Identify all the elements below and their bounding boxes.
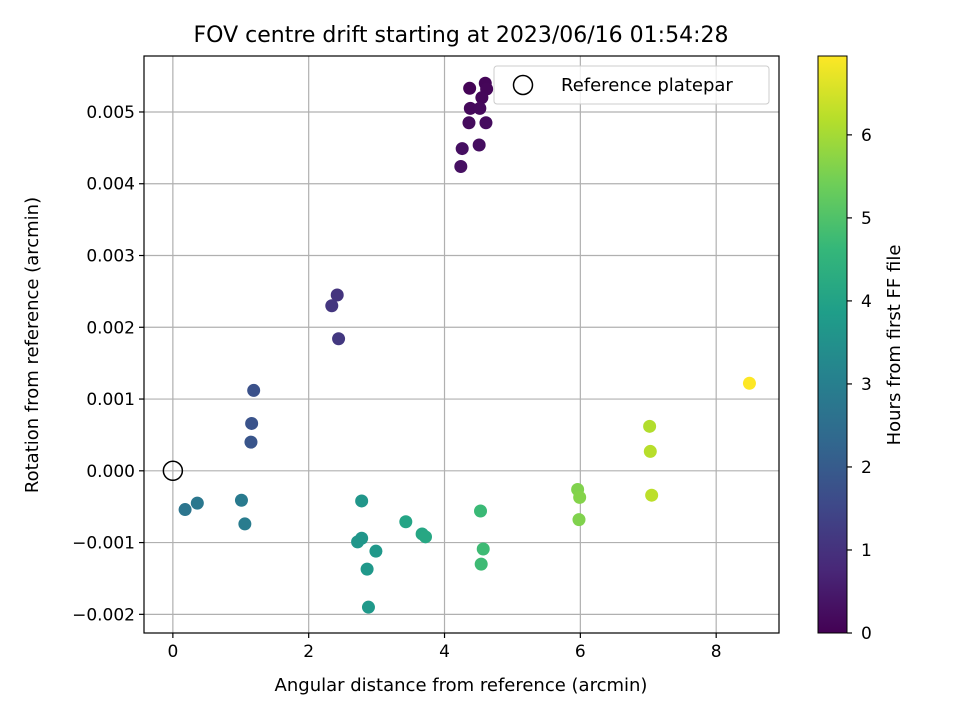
data-point [178, 503, 192, 517]
data-point [234, 493, 248, 507]
data-point [190, 496, 204, 510]
scatter-points [162, 76, 756, 614]
colorbar-tick-label: 3 [861, 375, 872, 395]
colorbar-ticks: 0 1 2 3 4 5 6 [847, 126, 872, 644]
colorbar-tick-label: 5 [861, 209, 872, 229]
data-point [463, 81, 477, 95]
x-tick-label: 8 [711, 642, 722, 662]
y-tick-label: 0.001 [86, 390, 135, 410]
x-tick-label: 0 [167, 642, 178, 662]
data-point [355, 494, 369, 508]
data-point [474, 557, 488, 571]
data-point [455, 142, 469, 156]
data-point [643, 419, 657, 433]
y-tick-label: 0.000 [86, 462, 135, 482]
legend-entry-reference-platepar: Reference platepar [561, 75, 733, 96]
reference-point-marker [162, 460, 184, 482]
x-axis-label: Angular distance from reference (arcmin) [275, 675, 648, 696]
data-point [572, 513, 586, 527]
y-axis-label: Rotation from reference (arcmin) [22, 197, 43, 493]
data-point [245, 416, 259, 430]
data-point [573, 490, 587, 504]
data-point [473, 101, 487, 115]
y-tick-label: 0.005 [86, 103, 135, 123]
legend-reference-marker [512, 74, 534, 96]
data-point [454, 160, 468, 174]
legend: Reference platepar [493, 65, 770, 105]
data-point [360, 562, 374, 576]
data-point [419, 530, 433, 544]
colorbar-tick-label: 4 [861, 292, 872, 312]
x-tick-label: 4 [439, 642, 450, 662]
data-point [742, 376, 756, 390]
data-point [463, 101, 477, 115]
y-tick-label: 0.002 [86, 318, 135, 338]
data-point [351, 535, 365, 549]
colorbar-label: Hours from first FF file [884, 245, 905, 446]
data-point [369, 544, 383, 558]
legend-box [493, 65, 770, 105]
chart-title: FOV centre drift starting at 2023/06/16 … [194, 23, 729, 48]
data-point [462, 116, 476, 130]
y-tick-label: −0.001 [72, 534, 135, 554]
data-point [330, 288, 344, 302]
data-point [238, 517, 252, 531]
data-point [247, 383, 261, 397]
x-tick-label: 6 [575, 642, 586, 662]
colorbar-gradient [817, 55, 848, 634]
data-point [479, 116, 493, 130]
colorbar-tick-label: 0 [861, 624, 872, 644]
plot-frame [143, 55, 780, 634]
y-tick-label: −0.002 [72, 605, 135, 625]
axes: 0 2 4 6 8 −0.002 −0.001 0.000 0.001 0.002 0.003 0.0… [72, 55, 780, 662]
data-point [475, 91, 489, 105]
x-tick-label: 2 [303, 642, 314, 662]
data-point [645, 488, 659, 502]
data-point [476, 542, 490, 556]
data-point [361, 600, 375, 614]
colorbar-tick-label: 6 [861, 126, 872, 146]
data-point [399, 515, 413, 529]
y-tick-label: 0.004 [86, 175, 135, 195]
grid [144, 56, 779, 633]
data-point [332, 332, 346, 346]
data-point [474, 504, 488, 518]
data-point [472, 138, 486, 152]
data-point [643, 444, 657, 458]
colorbar: 0 1 2 3 4 5 6 Hours from first FF file [817, 55, 905, 644]
colorbar-tick-label: 2 [861, 458, 872, 478]
data-point [244, 435, 258, 449]
colorbar-tick-label: 1 [861, 541, 872, 561]
y-tick-label: 0.003 [86, 247, 135, 267]
data-point [325, 299, 339, 313]
